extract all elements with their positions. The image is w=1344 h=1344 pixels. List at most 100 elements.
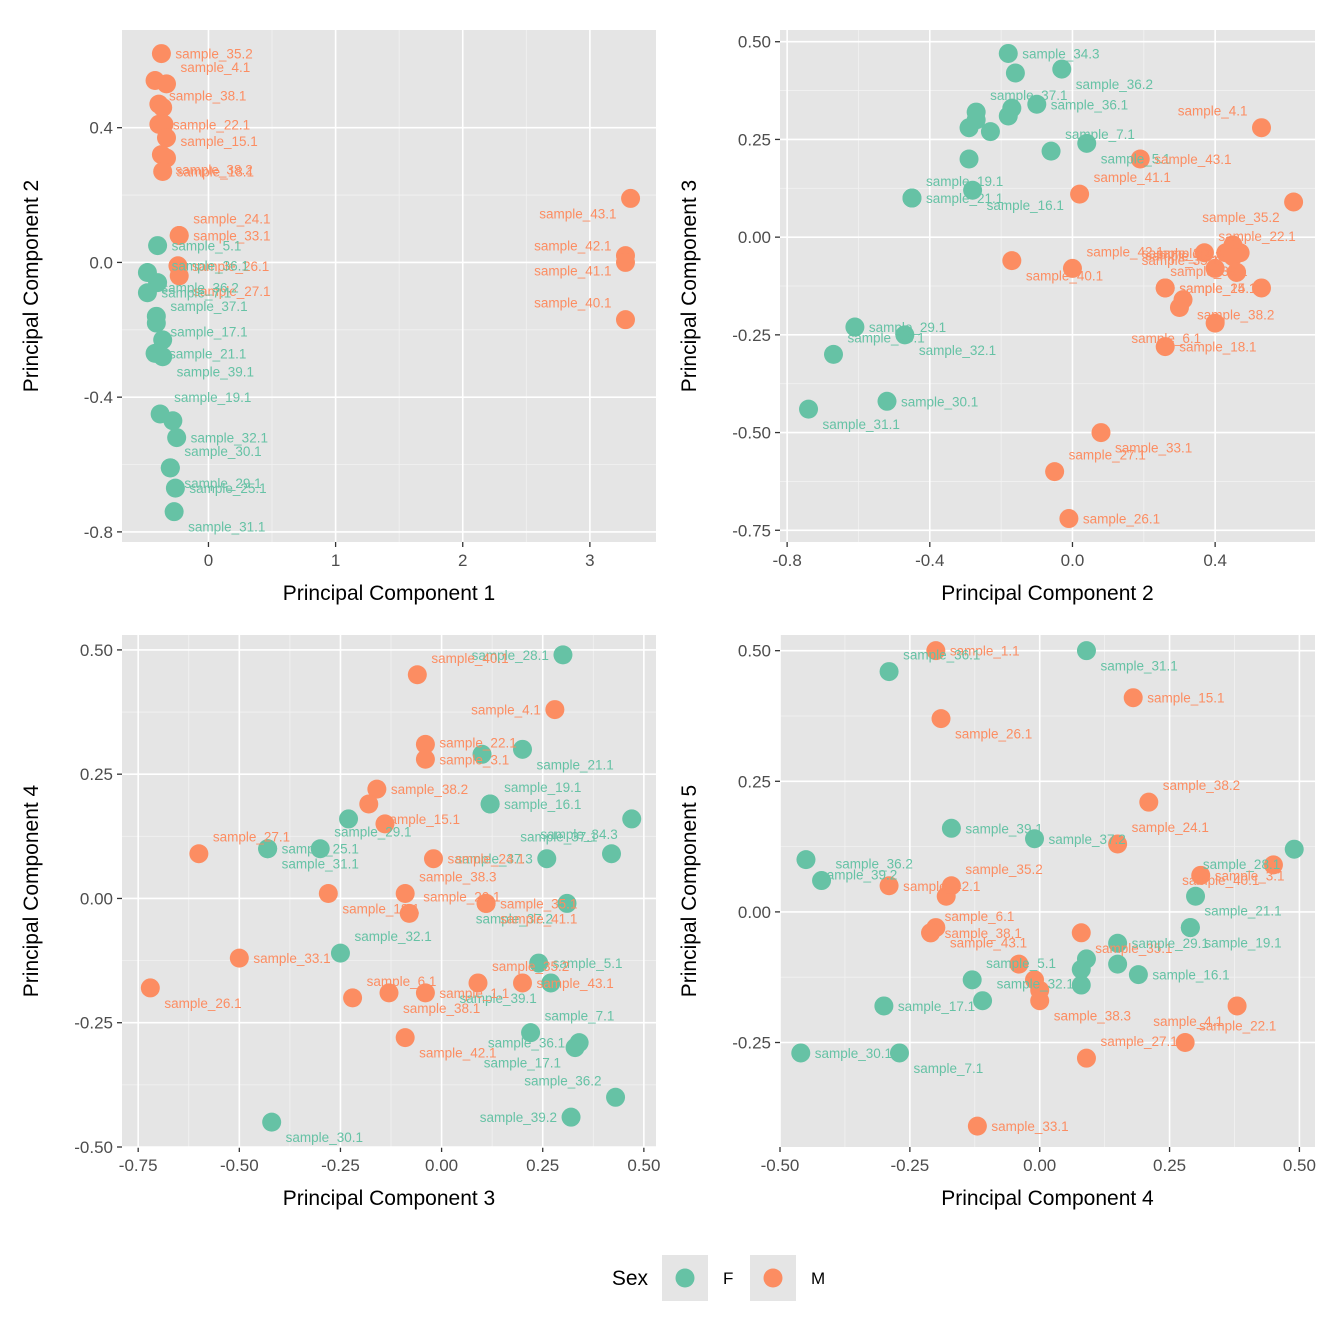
point-label: sample_7.1	[545, 1009, 615, 1024]
point-label: sample_37.1	[520, 830, 597, 845]
point-label: sample_3.1	[1142, 246, 1212, 261]
point-label: sample_36.2	[524, 1073, 601, 1088]
point-sample_17.1-F	[565, 1038, 585, 1058]
point-sample_5.1-F	[529, 953, 549, 973]
panel-background	[122, 30, 656, 542]
point-sample_32.1-F	[973, 991, 993, 1011]
x-tick-label: 0.25	[1153, 1156, 1186, 1175]
point-sample_33.1-M	[169, 225, 189, 245]
point-sample_3.1-M	[415, 734, 435, 754]
y-tick-label: -0.25	[732, 1034, 771, 1053]
x-axis-title: Principal Component 1	[283, 582, 495, 605]
point-sample_1.1-M	[415, 983, 435, 1003]
x-tick-label: -0.50	[220, 1156, 259, 1175]
point-sample_35.1-M	[1071, 923, 1091, 943]
point-label: sample_19.1	[926, 174, 1003, 189]
y-tick-label: 0.4	[89, 119, 113, 138]
point-sample_18.1-M	[153, 161, 173, 181]
point-sample_40.1-M	[407, 665, 427, 685]
point-label: sample_37.3	[455, 852, 532, 867]
point-label: sample_6.1	[1131, 331, 1201, 346]
point-label: sample_17.1	[170, 324, 247, 339]
point-sample_37.3-F	[537, 849, 557, 869]
point-sample_28.1-F	[553, 645, 573, 665]
point-label: sample_28.1	[472, 648, 549, 663]
point-sample_7.1-F	[1041, 141, 1061, 161]
point-label: sample_21.1	[1204, 904, 1281, 919]
point-sample_21.1-F	[513, 739, 532, 759]
point-unlabeled-M	[1169, 297, 1189, 317]
point-sample_16.1-F	[1128, 965, 1148, 985]
point-label: sample_1.1	[1156, 246, 1226, 261]
x-tick-label: -0.50	[761, 1156, 800, 1175]
point-sample_38.1-M	[379, 983, 399, 1003]
point-label: sample_5.1	[1101, 151, 1171, 166]
point-label: sample_36.1	[488, 1036, 565, 1051]
x-axis-title: Principal Component 2	[941, 582, 1153, 605]
point-label: sample_36.2	[161, 281, 238, 296]
point-label: sample_29.1	[1132, 936, 1209, 951]
point-label: sample_30.1	[184, 444, 261, 459]
point-sample_5.1-F	[148, 236, 168, 256]
legend-key-F	[675, 1268, 695, 1288]
point-label: sample_21.1	[537, 757, 614, 772]
point-label: sample_7.1	[913, 1061, 983, 1076]
point-label: sample_38.1	[945, 926, 1022, 941]
point-label: sample_31.1	[823, 417, 900, 432]
point-label: sample_4.1	[1153, 1014, 1223, 1029]
point-label: sample_16.1	[987, 198, 1064, 213]
point-sample_26.1-M	[931, 709, 951, 729]
point-label: sample_15.1	[181, 134, 258, 149]
point-sample_36.2-F	[1052, 59, 1072, 79]
point-sample_30.1-F	[877, 391, 897, 411]
point-label: sample_41.1	[1094, 170, 1171, 185]
point-sample_7.1-F	[521, 1023, 541, 1043]
point-sample_40.1-M	[1263, 855, 1283, 875]
point-label: sample_36.1	[903, 648, 980, 663]
point-label: sample_42.1	[534, 238, 611, 253]
x-tick-label: 0.0	[1061, 551, 1085, 570]
point-label: sample_36.1	[172, 259, 249, 274]
point-unlabeled-F	[1071, 975, 1091, 995]
point-label: sample_42.1	[903, 879, 980, 894]
point-sample_15.1-M	[1123, 688, 1143, 708]
point-label: sample_43.1	[950, 936, 1027, 951]
point-label: sample_1.1	[439, 986, 509, 1001]
points-layer	[140, 645, 642, 1132]
point-label: sample_25.1	[189, 481, 266, 496]
point-sample_42.1-M	[615, 252, 635, 272]
point-sample_18.1-M	[1155, 337, 1175, 357]
point-label: sample_41.1	[534, 264, 611, 279]
point-sample_32.1-F	[330, 943, 350, 963]
point-label: sample_27.1	[1069, 448, 1146, 463]
point-unlabeled-F	[1005, 63, 1025, 83]
point-label: sample_35.2	[965, 862, 1042, 877]
point-label: sample_39.1	[460, 991, 537, 1006]
y-tick-label: 0.00	[80, 889, 113, 908]
point-label: sample_32.1	[191, 431, 268, 446]
point-sample_37.2-F	[557, 893, 577, 913]
point-sample_32.1-F	[895, 325, 915, 345]
point-label: sample_35.1	[1142, 253, 1219, 268]
point-label: sample_31.1	[282, 857, 359, 872]
points-layer	[791, 641, 1304, 1136]
point-label: sample_33.1	[193, 228, 270, 243]
point-sample_6.1-M	[343, 988, 363, 1008]
point-sample_42.1-M	[1062, 258, 1082, 278]
labels-layer: sample_34.3sample_36.2sample_37.1sample_…	[823, 46, 1296, 526]
x-tick-label: -0.25	[890, 1156, 929, 1175]
point-label: sample_38.1	[1170, 264, 1247, 279]
point-label: sample_34.3	[1022, 46, 1099, 61]
point-sample_34.3-F	[622, 809, 642, 829]
point-sample_36.2-F	[812, 871, 832, 891]
point-unlabeled-M	[157, 128, 176, 148]
panel-background	[122, 635, 656, 1147]
point-unlabeled-M	[1223, 247, 1243, 267]
point-label: sample_33.1	[991, 1119, 1068, 1134]
point-sample_19.1-F	[1180, 918, 1200, 938]
point-label: sample_31.1	[1100, 659, 1177, 674]
labels-layer: sample_1.1 sample_31.1 sample_36.1 sample_1…	[815, 644, 1285, 1134]
point-sample_33.1-M	[967, 1116, 987, 1136]
point-label: sample_37.2	[476, 911, 553, 926]
point-sample_3.1-M	[1191, 865, 1211, 885]
